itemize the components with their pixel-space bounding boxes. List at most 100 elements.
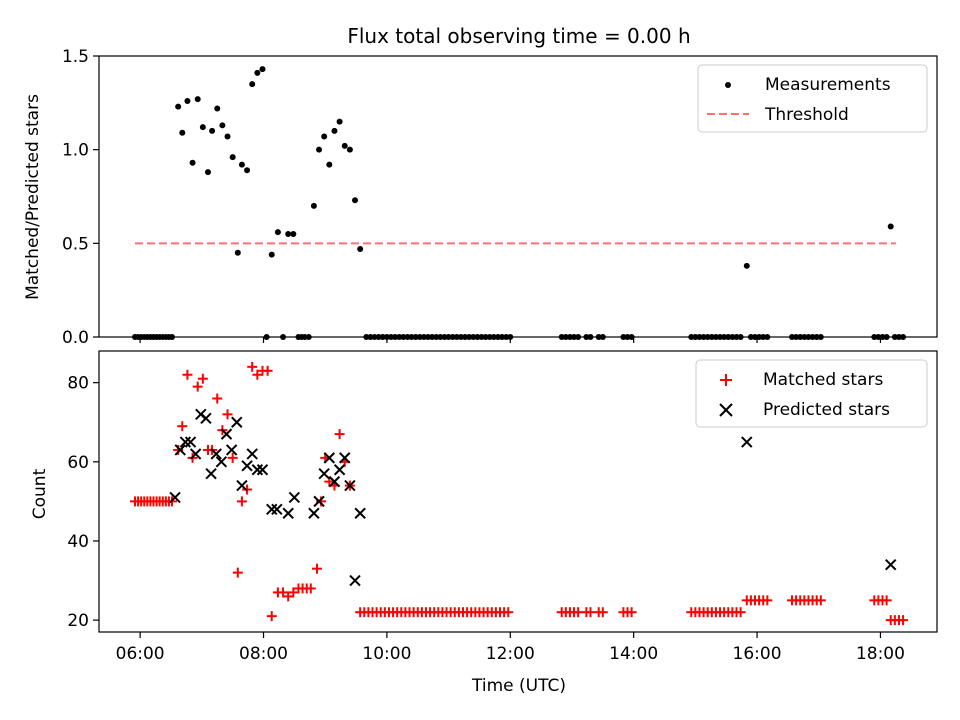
measurement-point: [285, 230, 292, 237]
predicted-star-marker: [205, 467, 217, 480]
predicted-star-marker: [741, 436, 753, 448]
top-y-tick-label: 1.0: [62, 141, 89, 161]
measurement-point: [331, 127, 338, 134]
matched-star-marker: [192, 381, 203, 392]
predicted-star-marker: [256, 464, 269, 476]
predicted-star-marker: [189, 448, 202, 460]
matched-star-marker: [227, 452, 238, 463]
measurement-point: [336, 118, 343, 125]
matched-star-marker: [735, 607, 746, 618]
top-y-axis: 0.0 0.5 1.0 1.5: [62, 47, 99, 348]
ratio-panel: 0.0 0.5 1.0 1.5 Matched/Predicted stars Mea…: [23, 47, 938, 348]
predicted-star-marker: [236, 479, 248, 492]
bottom-legend: Matched stars Predicted stars: [695, 359, 928, 428]
legend-matched-marker: [720, 374, 732, 386]
matched-star-marker: [266, 611, 277, 622]
matched-star-marker: [212, 393, 223, 404]
measurement-point: [249, 81, 256, 88]
matched-star-marker: [252, 369, 263, 380]
predicted-star-marker: [215, 456, 228, 468]
top-y-axis-label: Matched/Predicted stars: [23, 94, 43, 300]
measurement-point: [268, 251, 275, 258]
bottom-x-tick-label: 10:00: [362, 644, 411, 664]
predicted-star-marker: [308, 507, 320, 519]
predicted-star-marker: [241, 460, 253, 472]
legend-measurements-label: Measurements: [765, 75, 891, 95]
bottom-x-tick-label: 18:00: [856, 644, 905, 664]
top-legend: Measurements Threshold: [697, 64, 928, 133]
measurement-point: [310, 202, 317, 209]
measurement-point: [254, 69, 261, 76]
matched-star-marker: [762, 595, 773, 606]
matched-star-marker: [197, 373, 208, 384]
predicted-star-marker: [184, 436, 197, 448]
measurement-point: [274, 229, 281, 236]
legend-predicted-label: Predicted stars: [763, 400, 890, 420]
measurement-point: [189, 159, 196, 166]
measurement-point: [346, 146, 353, 153]
predicted-star-marker: [210, 448, 222, 460]
legend-threshold-label: Threshold: [764, 105, 849, 125]
matched-star-marker: [288, 587, 299, 598]
count-panel: 20 40 60 80 06:00 08:00 10:00 12:00 14:00 16:00 1…: [30, 350, 938, 696]
matched-star-marker: [311, 563, 322, 574]
predicted-star-marker: [288, 491, 301, 504]
matched-star-marker: [334, 429, 345, 440]
chart-title: Flux total observing time = 0.00 h: [347, 24, 690, 48]
predicted-star-marker: [323, 452, 336, 464]
predicted-star-marker: [339, 452, 351, 464]
top-y-tick-label: 0.0: [62, 328, 89, 348]
measurement-point: [743, 262, 750, 269]
measurement-point: [214, 105, 221, 112]
top-x-axis: [139, 337, 882, 343]
top-y-tick-label: 0.5: [62, 234, 89, 254]
predicted-star-marker: [220, 428, 233, 440]
matched-star-marker: [222, 409, 233, 420]
legend-matched-label: Matched stars: [763, 370, 883, 390]
bottom-x-tick-label: 12:00: [486, 644, 535, 664]
matched-star-marker: [283, 591, 294, 602]
bottom-y-axis-label: Count: [30, 468, 50, 519]
predicted-star-marker: [318, 467, 330, 480]
predicted-star-marker: [174, 444, 186, 456]
predicted-star-marker: [313, 495, 325, 508]
top-axes-frame: [98, 55, 938, 338]
measurement-point: [204, 169, 211, 176]
measurement-point: [199, 124, 206, 131]
matched-star-marker: [232, 567, 243, 578]
predicted-star-marker: [885, 559, 897, 571]
predicted-star-marker: [251, 464, 264, 476]
predicted-star-marker: [231, 416, 243, 428]
measurement-point: [224, 133, 231, 140]
bottom-x-tick-label: 14:00: [609, 644, 658, 664]
matched-star-marker: [626, 607, 637, 618]
measurement-point: [321, 133, 328, 140]
measurement-point: [179, 129, 186, 136]
bottom-x-tick-label: 06:00: [116, 644, 165, 664]
matched-star-marker: [597, 607, 608, 618]
count-points: [129, 361, 909, 626]
measurement-point: [219, 122, 226, 129]
matched-star-marker: [305, 583, 316, 594]
bottom-x-tick-label: 16:00: [733, 644, 782, 664]
predicted-star-marker: [354, 507, 366, 519]
bottom-axes-frame: [98, 350, 938, 633]
matched-star-marker: [236, 496, 247, 507]
predicted-star-marker: [225, 444, 238, 456]
measurement-point: [209, 127, 216, 134]
measurement-point: [184, 97, 191, 104]
predicted-star-marker: [282, 507, 294, 519]
matched-star-marker: [262, 365, 273, 376]
measurement-point: [326, 161, 333, 168]
measurement-point: [357, 245, 364, 252]
measurement-point: [316, 146, 323, 153]
predicted-star-marker: [200, 412, 212, 424]
matched-star-marker: [182, 369, 193, 380]
predicted-star-marker: [333, 464, 346, 476]
matched-star-marker: [503, 607, 514, 618]
measurement-point: [194, 96, 201, 103]
bottom-y-tick-label: 80: [67, 374, 89, 394]
measurement-point: [175, 103, 182, 110]
predicted-star-marker: [349, 574, 361, 587]
